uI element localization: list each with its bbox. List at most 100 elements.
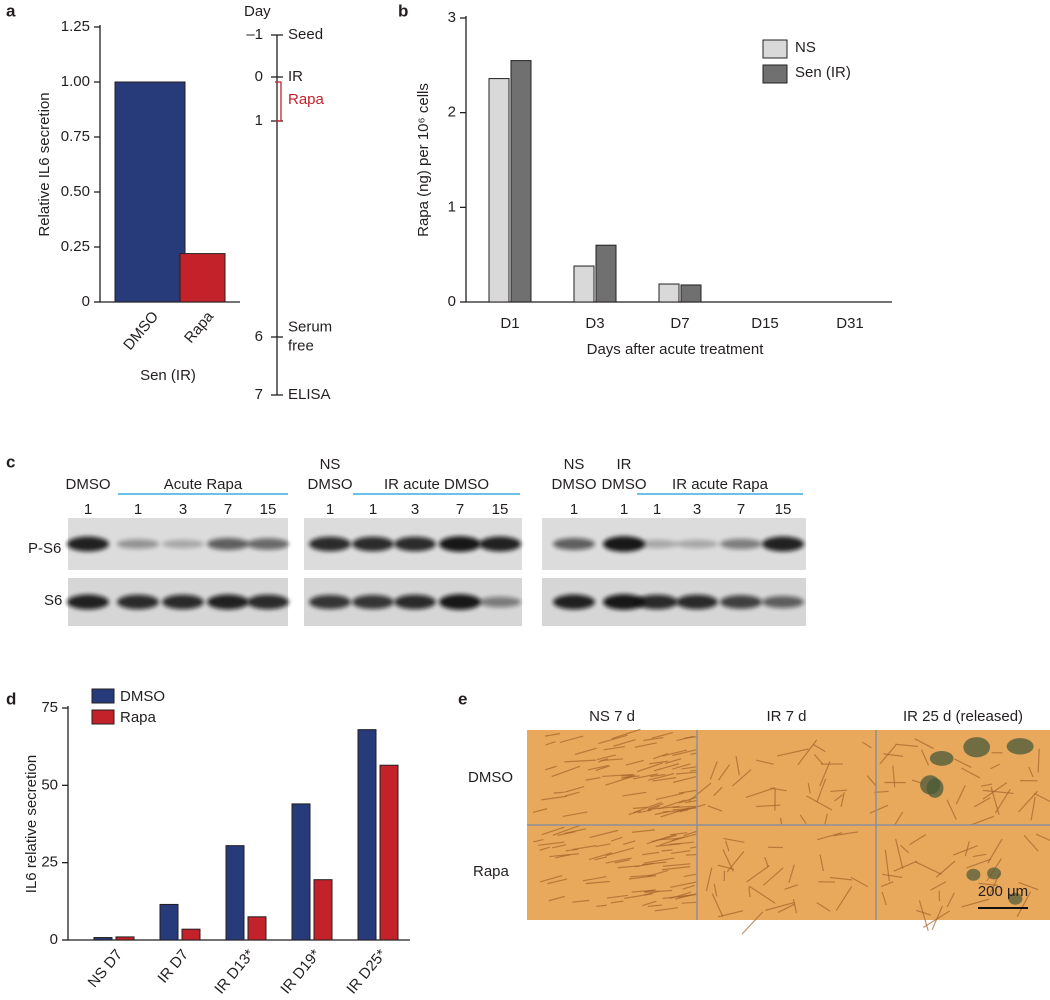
blot-band [636,539,678,549]
cell [961,898,990,908]
legend-label: Rapa [120,709,157,726]
y-tick-label: 0 [82,293,90,310]
cell [813,743,826,753]
cell [620,774,633,777]
cell [633,801,662,814]
stained-cell [929,750,954,766]
cell [688,782,712,802]
cell [953,845,978,856]
treatment-label: Rapa [288,91,325,108]
y-tick-label: 0.25 [61,238,90,255]
cell [572,845,597,851]
group-header: Acute Rapa [164,476,243,493]
cell [650,773,666,778]
bar [225,845,245,941]
blot-band [247,538,289,550]
cell [883,753,904,757]
group-header: IR [617,456,632,473]
cell [893,860,918,872]
y-tick-label: 25 [41,854,58,871]
timeline-event: Seed [288,26,323,43]
stained-cell [966,868,981,881]
cell [625,759,644,766]
cell [817,832,843,841]
bar [357,729,377,941]
cell [552,844,567,849]
y-axis-label: IL6 relative secretion [23,755,40,893]
cell [661,749,688,757]
cell [661,849,673,852]
cell [954,758,972,768]
blot-band [553,594,595,610]
cell [533,838,544,843]
cell [678,795,700,804]
lane-label: 1 [620,501,628,518]
legend-swatch [91,709,115,725]
cell [915,861,942,875]
cell [587,765,609,771]
cell [633,773,659,780]
y-tick-label: 75 [41,699,58,716]
group-header: NS [320,456,341,473]
cell [655,792,685,800]
cell [606,894,629,899]
cell [574,747,597,756]
cell [813,753,824,765]
cell [731,769,752,787]
cell [819,761,831,787]
lane-label: 3 [411,501,419,518]
stained-cell [963,737,991,758]
cell [961,767,981,779]
cell [670,832,688,836]
cell [840,792,845,808]
cell [595,765,611,772]
cell [935,860,956,878]
cell [955,784,966,805]
blot-band [207,538,249,550]
blot-row-label: P-S6 [28,540,61,557]
blot-band [762,536,804,552]
cell [892,765,896,788]
blot-band [309,536,351,552]
cell [676,771,701,775]
cell [745,787,776,798]
cell [548,895,565,902]
cell [990,786,1000,815]
cell [631,829,655,833]
cell [655,843,681,847]
y-tick-label: 1.00 [61,73,90,90]
y-tick-label: 2 [448,104,456,121]
blot-band [603,536,645,552]
cell [670,850,691,855]
cell [539,846,550,851]
blot-band [247,594,289,610]
cell [705,867,713,892]
cell [596,754,617,761]
cell [647,869,669,877]
cell [632,806,648,809]
cell [918,900,929,932]
cell [643,736,664,742]
blot-band [309,595,351,609]
blot-band [720,538,762,550]
cell [643,857,675,864]
lane-label: 15 [492,501,509,518]
stained-cell [1006,738,1034,755]
cell [564,791,580,797]
cell [990,763,1000,770]
group-header: DMSO [308,476,353,493]
cell [830,789,848,793]
timeline-day: 1 [255,112,263,129]
cell [564,785,585,793]
blot-band [553,538,595,550]
cell [966,858,992,869]
cell [541,826,565,836]
cell [602,773,634,778]
cell [805,795,833,811]
group-header: DMSO [552,476,597,493]
cell [833,831,858,837]
lane-label: 7 [456,501,464,518]
lane-label: 1 [653,501,661,518]
bar [595,244,617,303]
